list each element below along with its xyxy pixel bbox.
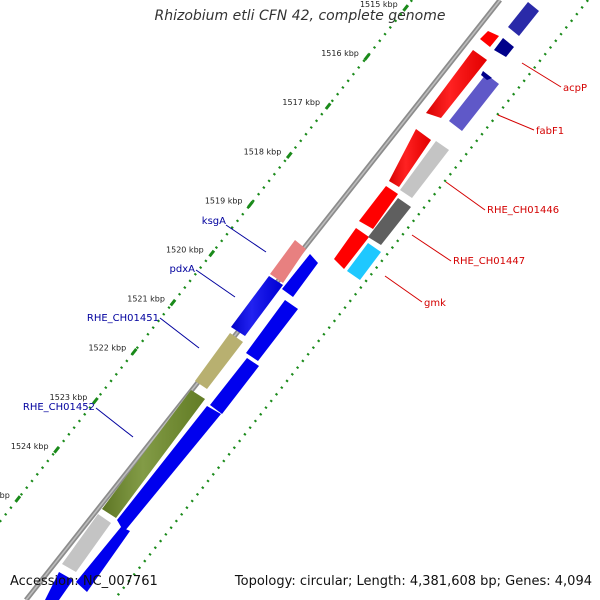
gene-arrow-RHE_CH01447-gray[interactable]: [368, 198, 411, 245]
callout-line-RHE_CH01452: [95, 407, 134, 438]
tick-label: 1521 kbp: [127, 295, 165, 304]
major-tick: [285, 151, 293, 160]
major-tick: [91, 397, 99, 405]
gene-arrow-outer-rev-1[interactable]: [282, 254, 318, 297]
gene-arrow-blue-bottom[interactable]: [45, 572, 73, 600]
gene-arrow-outer-rev-4[interactable]: [117, 406, 221, 532]
tick-label: 1524 kbp: [11, 442, 49, 451]
major-tick: [53, 446, 60, 454]
feature-shading: [102, 50, 487, 518]
callout-line-gmk: [384, 275, 423, 303]
map-title: Rhizobium etli CFN 42, complete genome: [154, 8, 446, 24]
tick-label: 1525 kbp: [0, 491, 10, 500]
callout-line-RHE_CH01451: [159, 317, 200, 349]
gene-arrow-acpP[interactable]: [480, 31, 499, 47]
tick-label: 1517 kbp: [282, 98, 320, 107]
gene-arrow-RHE_CH01447[interactable]: [359, 186, 398, 229]
label-acpP[interactable]: acpP: [563, 83, 587, 94]
label-RHE_CH01452[interactable]: RHE_CH01452: [23, 402, 95, 413]
gene-callouts: acpP fabF1 RHE_CH01446 RHE_CH01447 gmk k…: [23, 62, 587, 438]
major-tick: [130, 347, 138, 356]
callout-line-fabF1: [497, 114, 535, 131]
gene-arrow-ksgA[interactable]: [270, 240, 306, 283]
major-tick: [14, 495, 22, 503]
callout-line-pdxA: [195, 269, 236, 298]
label-fabF1[interactable]: fabF1: [536, 126, 564, 137]
gene-arrow-outer-rev-3[interactable]: [210, 358, 259, 414]
major-tick: [208, 249, 216, 258]
label-ksgA[interactable]: ksgA: [202, 216, 226, 227]
label-RHE_CH01446[interactable]: RHE_CH01446: [487, 205, 559, 216]
gene-arrow-outer-rev-5[interactable]: [76, 527, 130, 592]
major-ticks: [14, 4, 410, 503]
label-gmk[interactable]: gmk: [424, 298, 446, 309]
gene-arrow-outer-3[interactable]: [449, 74, 499, 131]
gene-arrow-RHE_CH01446-gray[interactable]: [400, 141, 449, 198]
tick-label: 1515 kbp: [360, 0, 398, 9]
label-RHE_CH01447[interactable]: RHE_CH01447: [453, 256, 525, 267]
major-tick: [169, 298, 177, 307]
major-tick: [363, 53, 371, 61]
tick-label: 1519 kbp: [205, 196, 243, 205]
gene-arrow-gray-bottom[interactable]: [62, 514, 111, 572]
outer-tick-ruler: [113, 0, 589, 600]
tick-labels: 1515 kbp 1516 kbp 1517 kbp 1518 kbp 1519 kbp…: [0, 0, 398, 500]
gene-arrow-outer-rev-2[interactable]: [246, 300, 298, 361]
major-tick: [402, 4, 410, 12]
gene-arrow-gmk[interactable]: [347, 243, 381, 280]
genome-summary-text: Topology: circular; Length: 4,381,608 bp…: [234, 574, 592, 589]
gene-arrow-outer-1[interactable]: [508, 2, 539, 36]
tick-label: 1522 kbp: [88, 344, 126, 353]
major-tick: [247, 200, 254, 209]
major-tick: [324, 102, 332, 110]
gene-arrow-gmk-red[interactable]: [334, 228, 369, 269]
gene-arrow-RHE_CH01451[interactable]: [195, 333, 243, 389]
callout-line-acpP: [521, 62, 562, 88]
tick-label: 1516 kbp: [321, 49, 359, 58]
tick-label: 1520 kbp: [166, 246, 204, 255]
callout-line-RHE_CH01446: [445, 181, 486, 211]
gene-features: [45, 2, 539, 600]
tick-label: 1523 kbp: [50, 393, 88, 402]
accession-text: Accession: NC_007761: [10, 574, 158, 589]
gene-arrow-outer-2[interactable]: [494, 38, 514, 57]
tick-label: 1518 kbp: [244, 147, 282, 156]
callout-line-RHE_CH01447: [411, 234, 452, 262]
label-pdxA[interactable]: pdxA: [170, 264, 196, 275]
callout-line-ksgA: [225, 224, 267, 253]
gene-arrow-outer-4[interactable]: [481, 71, 492, 80]
label-RHE_CH01451[interactable]: RHE_CH01451: [87, 313, 159, 324]
